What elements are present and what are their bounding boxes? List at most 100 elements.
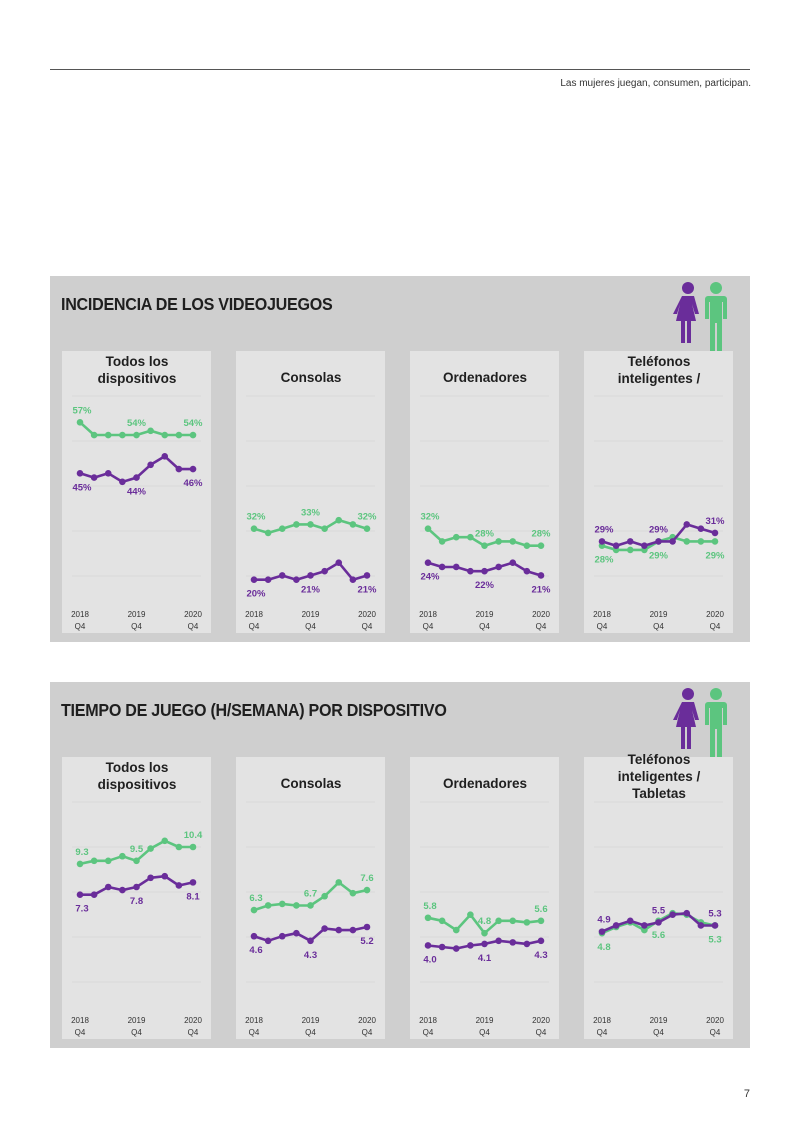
data-point: [278, 525, 286, 532]
data-point: [307, 572, 314, 579]
data-point: [523, 542, 531, 549]
line-chart: 32% 28% 28% 24% 22% 21% 2018 Q4 2019 Q4 2020 Q4: [419, 395, 551, 631]
data-point: [523, 567, 531, 575]
data-point: [250, 576, 258, 584]
data-point: [481, 929, 488, 937]
data-label: 29%: [649, 550, 669, 561]
data-point: [119, 886, 126, 894]
x-tick-year: 2018: [593, 610, 611, 619]
chart-panel: Ordenadores 32% 28% 28% 24% 22% 21% 2018 Q4 2019 Q…: [410, 351, 559, 633]
data-label: 21%: [531, 584, 551, 595]
data-point: [321, 925, 328, 932]
header-tagline: Las mujeres juegan, consumen, participan…: [560, 78, 751, 89]
data-point: [363, 525, 371, 532]
data-point: [104, 431, 112, 439]
x-tick-year: 2019: [476, 610, 494, 619]
chart-title: Todos los dispositivos: [97, 354, 177, 386]
line-chart: 32% 33% 32% 20% 21% 21% 2018 Q4 2019 Q4 2020 Q4: [245, 395, 377, 631]
x-tick-quarter: Q4: [305, 622, 316, 631]
data-point: [641, 926, 648, 934]
x-tick-quarter: Q4: [305, 1028, 316, 1037]
data-point: [133, 883, 140, 891]
data-label: 4.8: [478, 916, 491, 927]
x-tick-year: 2020: [358, 610, 376, 619]
data-point: [307, 521, 314, 528]
data-label: 21%: [357, 584, 377, 595]
x-tick-quarter: Q4: [131, 622, 142, 631]
data-point: [697, 922, 705, 929]
data-label: 7.8: [130, 896, 143, 907]
x-tick-quarter: Q4: [75, 1028, 86, 1037]
data-point: [697, 525, 705, 532]
data-label: 5.6: [534, 904, 547, 915]
data-point: [293, 576, 300, 584]
x-tick-year: 2019: [302, 610, 320, 619]
data-point: [119, 431, 126, 439]
line-chart: 57% 54% 54% 45% 44% 46% 2018 Q4 2019 Q4 2020 Q4: [71, 395, 203, 631]
data-label: 31%: [705, 516, 725, 527]
data-point: [467, 567, 474, 575]
data-label: 6.3: [249, 893, 262, 904]
data-label: 4.8: [597, 942, 610, 953]
data-point: [119, 852, 126, 860]
data-point: [424, 559, 432, 567]
data-label: 4.6: [249, 945, 262, 956]
data-point: [133, 431, 140, 439]
chart-title: Ordenadores: [442, 776, 528, 791]
data-point: [76, 418, 84, 426]
data-point: [438, 563, 446, 571]
x-tick-year: 2020: [532, 1016, 550, 1025]
data-label: 9.5: [130, 844, 144, 855]
x-tick-quarter: Q4: [362, 622, 373, 631]
chart-title: Consolas: [280, 776, 342, 791]
data-point: [119, 478, 126, 486]
x-tick-year: 2019: [128, 610, 146, 619]
x-tick-year: 2020: [184, 610, 202, 619]
data-point: [175, 465, 183, 473]
data-point: [161, 431, 169, 439]
x-tick-quarter: Q4: [249, 1028, 260, 1037]
data-label: 57%: [72, 405, 92, 416]
data-point: [481, 940, 488, 948]
data-point: [133, 857, 140, 865]
x-tick-quarter: Q4: [362, 1028, 373, 1037]
data-point: [76, 860, 84, 868]
data-point: [189, 879, 197, 886]
data-point: [250, 906, 258, 914]
data-point: [349, 926, 357, 934]
data-point: [711, 538, 719, 545]
section-incidencia: INCIDENCIA DE LOS VIDEOJUEGOS Todos los d…: [50, 276, 750, 642]
x-tick-year: 2018: [71, 610, 89, 619]
data-label: 45%: [72, 482, 92, 493]
data-point: [90, 857, 98, 865]
data-point: [335, 559, 343, 567]
data-point: [523, 940, 531, 948]
data-point: [363, 886, 371, 894]
data-point: [349, 576, 357, 584]
data-point: [104, 857, 112, 865]
page-number: 7: [743, 1088, 750, 1100]
x-tick-quarter: Q4: [479, 622, 490, 631]
line-chart: 9.3 9.5 10.4 7.3 7.8 8.1 2018 Q4 2019 Q4 2020 Q4: [71, 801, 203, 1037]
data-point: [147, 427, 154, 435]
data-point: [467, 533, 474, 541]
data-point: [481, 567, 488, 575]
data-point: [683, 538, 691, 545]
data-label: 32%: [246, 512, 266, 523]
line-chart: 28% 29% 29% 29% 29% 31% 2018 Q4 2019 Q4 2020 Q4: [593, 395, 725, 631]
data-point: [161, 453, 169, 460]
data-point: [509, 939, 517, 946]
data-point: [76, 891, 84, 898]
data-point: [250, 932, 258, 940]
chart-panel: Teléfonos inteligentes / Tabletas 4.8 5.6 5.3…: [584, 752, 733, 1039]
x-tick-quarter: Q4: [536, 622, 547, 631]
data-point: [90, 474, 98, 481]
data-point: [424, 942, 432, 949]
data-point: [335, 926, 343, 934]
data-point: [452, 563, 460, 571]
line-chart: 5.8 4.8 5.6 4.0 4.1 4.3 2018 Q4 2019 Q4 2020 Q4: [419, 801, 550, 1037]
data-point: [278, 572, 286, 579]
data-point: [711, 922, 719, 929]
chart-title: Ordenadores: [442, 370, 528, 385]
x-tick-quarter: Q4: [188, 1028, 199, 1037]
